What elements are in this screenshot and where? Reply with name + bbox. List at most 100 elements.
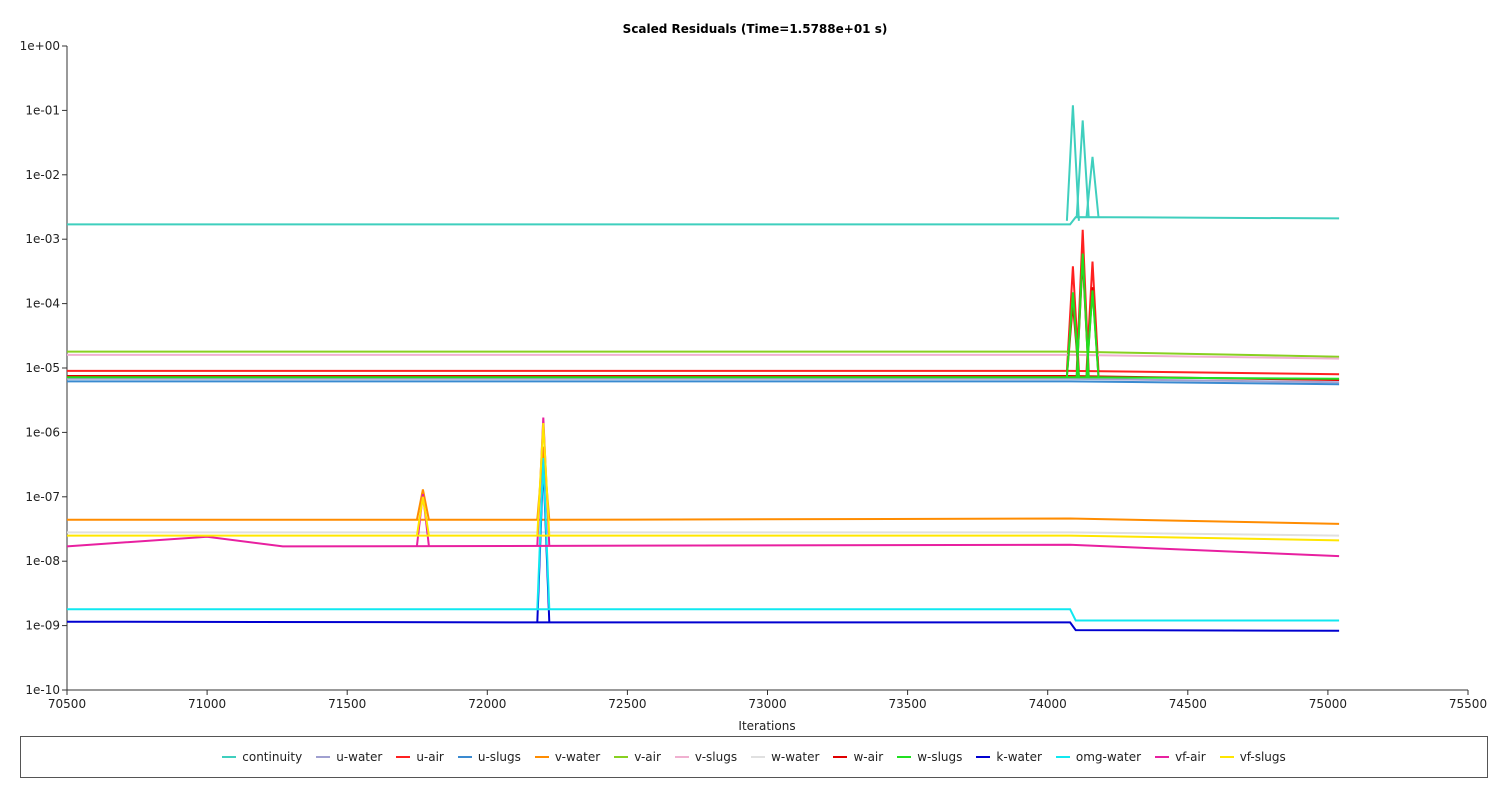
series-omg-water bbox=[67, 457, 1340, 622]
legend-label: v-water bbox=[554, 750, 601, 764]
series-v-water bbox=[67, 446, 1340, 525]
y-tick-label: 1e+00 bbox=[20, 39, 60, 53]
x-tick-label: 73000 bbox=[748, 697, 786, 711]
series-line bbox=[67, 517, 1340, 525]
legend-item[interactable]: v-water bbox=[534, 750, 601, 764]
series-w-air bbox=[67, 258, 1340, 381]
series-line bbox=[67, 380, 1340, 386]
legend-item[interactable]: vf-air bbox=[1155, 750, 1206, 764]
legend-label: u-water bbox=[336, 750, 383, 764]
residuals-chart: Scaled Residuals (Time=1.5788e+01 s) 705… bbox=[20, 22, 1487, 733]
legend-item[interactable]: k-water bbox=[976, 750, 1042, 764]
series-spike bbox=[1075, 120, 1090, 218]
legend-swatch bbox=[222, 756, 237, 758]
x-axis-label: Iterations bbox=[738, 719, 795, 733]
legend-items: continuity u-water u-air u-slugs v-water v-ai… bbox=[21, 737, 1487, 777]
x-tick-label: 75000 bbox=[1309, 697, 1347, 711]
legend-label: u-air bbox=[416, 750, 444, 764]
y-tick-label: 1e-07 bbox=[25, 490, 60, 504]
legend-label: vf-air bbox=[1175, 750, 1206, 764]
legend-label: w-water bbox=[771, 750, 820, 764]
legend-swatch bbox=[833, 756, 848, 758]
legend-label: u-slugs bbox=[477, 750, 521, 764]
y-tick-label: 1e-10 bbox=[25, 683, 60, 697]
series-spike bbox=[1085, 156, 1100, 218]
series-spike bbox=[415, 496, 430, 536]
series-spike bbox=[1065, 292, 1080, 378]
series-continuity bbox=[67, 105, 1340, 226]
legend-swatch bbox=[674, 756, 689, 758]
series-line bbox=[67, 377, 1340, 384]
series-line bbox=[67, 531, 1340, 537]
legend-item[interactable]: u-water bbox=[316, 750, 382, 764]
series-v-air bbox=[67, 350, 1340, 358]
legend-swatch bbox=[534, 756, 549, 758]
legend-label: w-slugs bbox=[917, 750, 963, 764]
series-line bbox=[67, 353, 1340, 360]
legend-swatch bbox=[614, 756, 629, 758]
y-tick-label: 1e-09 bbox=[25, 619, 60, 633]
series-vf-slugs bbox=[67, 422, 1340, 542]
legend-swatch bbox=[1219, 756, 1234, 758]
x-tick-label: 72000 bbox=[468, 697, 506, 711]
legend-item[interactable]: u-air bbox=[396, 750, 444, 764]
y-tick-label: 1e-02 bbox=[25, 168, 60, 182]
series-layer bbox=[66, 105, 1340, 632]
series-spike bbox=[536, 422, 551, 536]
legend-item[interactable]: v-air bbox=[614, 750, 661, 764]
legend-swatch bbox=[751, 756, 766, 758]
x-tick-label: 70500 bbox=[48, 697, 86, 711]
series-w-slugs bbox=[67, 253, 1340, 380]
axes: 70500 71000 71500 72000 72500 73000 73500 74000… bbox=[20, 39, 1487, 711]
legend-swatch bbox=[976, 756, 991, 758]
legend-swatch bbox=[897, 756, 912, 758]
series-spike bbox=[1075, 253, 1090, 378]
legend-item[interactable]: w-slugs bbox=[897, 750, 962, 764]
x-tick-label: 73500 bbox=[889, 697, 927, 711]
series-v-slugs bbox=[67, 353, 1340, 360]
x-tick-label: 74500 bbox=[1169, 697, 1207, 711]
legend-item[interactable]: omg-water bbox=[1055, 750, 1142, 764]
y-tick-label: 1e-04 bbox=[25, 297, 60, 311]
series-line bbox=[67, 350, 1340, 358]
legend-label: omg-water bbox=[1075, 750, 1142, 764]
legend: continuity u-water u-air u-slugs v-water v-ai… bbox=[20, 736, 1488, 778]
x-tick-label: 74000 bbox=[1029, 697, 1067, 711]
legend-swatch bbox=[1055, 756, 1070, 758]
x-tick-label: 75500 bbox=[1449, 697, 1487, 711]
legend-swatch bbox=[316, 756, 331, 758]
series-spike bbox=[536, 457, 551, 610]
series-line bbox=[66, 535, 1340, 558]
legend-item[interactable]: w-air bbox=[833, 750, 883, 764]
legend-swatch bbox=[457, 756, 472, 758]
legend-item[interactable]: vf-slugs bbox=[1219, 750, 1286, 764]
series-line bbox=[67, 534, 1340, 542]
legend-item[interactable]: u-slugs bbox=[457, 750, 521, 764]
series-u-water bbox=[67, 377, 1340, 384]
series-line bbox=[67, 608, 1340, 622]
y-tick-label: 1e-05 bbox=[25, 361, 60, 375]
y-tick-label: 1e-01 bbox=[25, 103, 60, 117]
series-spike bbox=[1065, 105, 1080, 221]
legend-label: w-air bbox=[853, 750, 884, 764]
series-spike bbox=[1085, 290, 1100, 378]
x-tick-label: 71000 bbox=[188, 697, 226, 711]
legend-label: v-slugs bbox=[694, 750, 738, 764]
legend-label: continuity bbox=[242, 750, 303, 764]
legend-item[interactable]: v-slugs bbox=[674, 750, 738, 764]
legend-item[interactable]: continuity bbox=[222, 750, 302, 764]
series-spike bbox=[415, 489, 430, 520]
x-tick-label: 72500 bbox=[608, 697, 646, 711]
series-line bbox=[66, 620, 1340, 632]
legend-label: k-water bbox=[996, 750, 1042, 764]
x-tick-label: 71500 bbox=[328, 697, 366, 711]
series-u-slugs bbox=[67, 380, 1340, 386]
legend-swatch bbox=[396, 756, 411, 758]
series-w-water bbox=[67, 531, 1340, 537]
chart-title: Scaled Residuals (Time=1.5788e+01 s) bbox=[623, 22, 888, 36]
series-line bbox=[67, 376, 1340, 380]
y-tick-label: 1e-08 bbox=[25, 554, 60, 568]
y-tick-label: 1e-03 bbox=[25, 232, 60, 246]
legend-item[interactable]: w-water bbox=[751, 750, 819, 764]
